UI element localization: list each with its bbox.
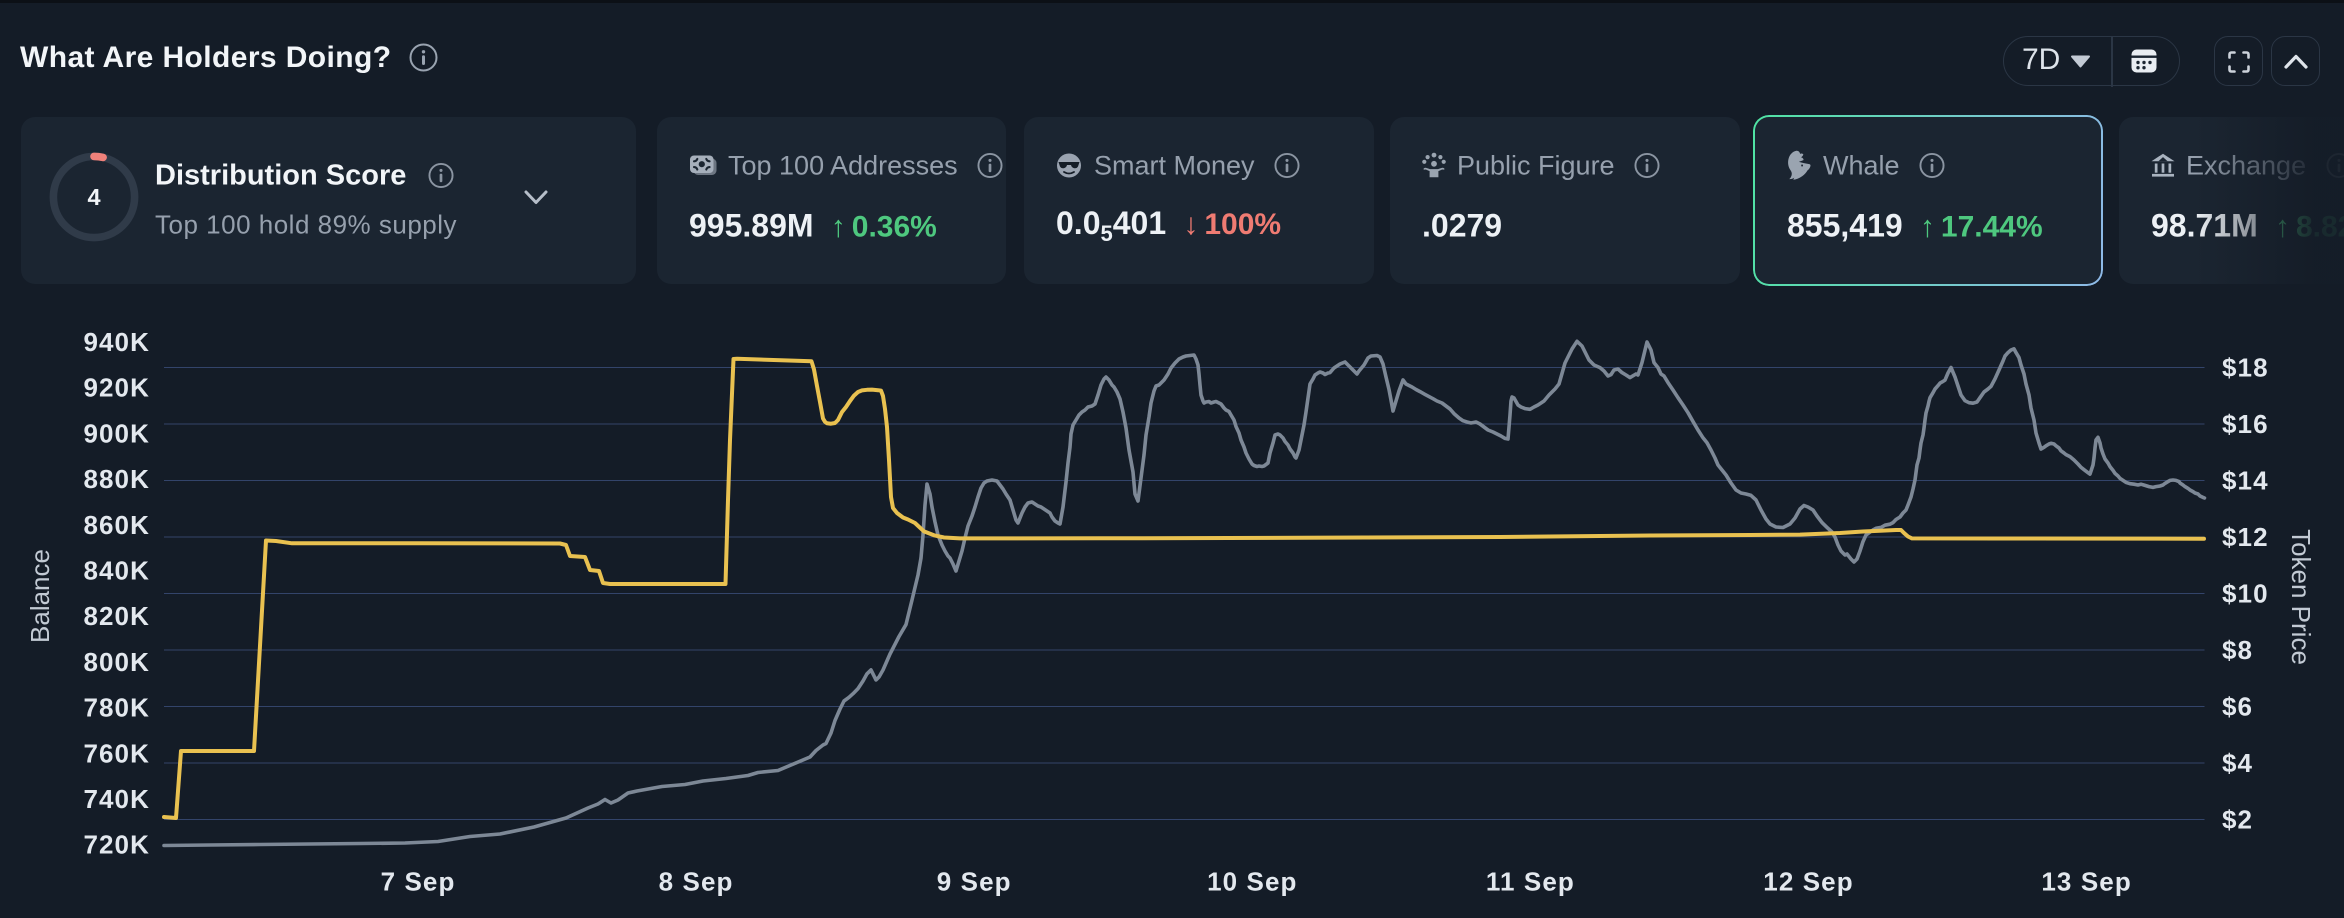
svg-text:940K: 940K [83,327,150,357]
svg-text:860K: 860K [83,510,150,540]
svg-text:740K: 740K [83,784,150,814]
svg-text:$4: $4 [2222,748,2253,778]
svg-text:840K: 840K [83,556,150,586]
svg-text:780K: 780K [83,693,150,723]
svg-text:760K: 760K [83,738,150,768]
svg-text:$18: $18 [2222,353,2269,383]
svg-text:820K: 820K [83,601,150,631]
svg-text:Balance: Balance [25,549,55,643]
svg-text:9 Sep: 9 Sep [937,867,1012,897]
svg-text:4: 4 [87,184,100,210]
svg-text:12 Sep: 12 Sep [1763,867,1853,897]
svg-text:$6: $6 [2222,692,2253,722]
svg-text:$8: $8 [2222,635,2253,665]
svg-text:11 Sep: 11 Sep [1486,867,1575,897]
svg-text:880K: 880K [83,464,150,494]
svg-text:Token Price: Token Price [2286,529,2316,665]
svg-text:$14: $14 [2222,466,2269,496]
svg-text:$2: $2 [2222,805,2253,835]
svg-text:8 Sep: 8 Sep [659,867,734,897]
svg-text:800K: 800K [83,647,150,677]
svg-text:720K: 720K [83,830,150,860]
svg-text:920K: 920K [83,373,150,403]
svg-text:10 Sep: 10 Sep [1207,867,1297,897]
svg-text:7 Sep: 7 Sep [381,867,456,897]
svg-text:$10: $10 [2222,579,2269,609]
svg-text:$12: $12 [2222,522,2269,552]
svg-text:900K: 900K [83,418,150,448]
svg-text:$16: $16 [2222,409,2269,439]
svg-text:13 Sep: 13 Sep [2041,867,2131,897]
